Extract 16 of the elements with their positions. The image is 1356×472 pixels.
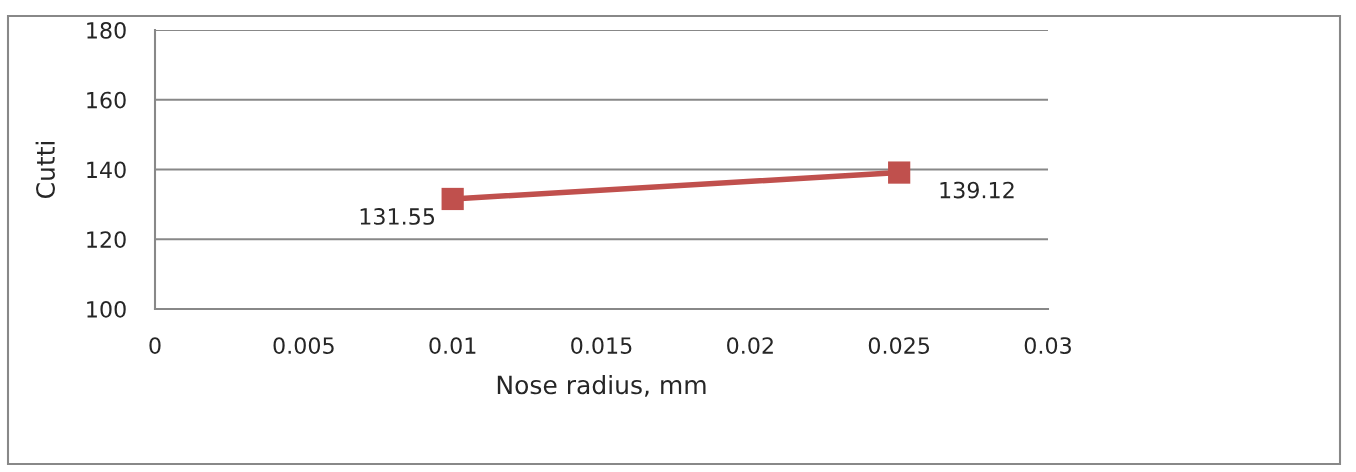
x-tick-label: 0.02 bbox=[727, 337, 773, 354]
x-tick-label: 0 bbox=[149, 337, 161, 354]
y-tick-label: 140 bbox=[87, 161, 126, 179]
x-tick-label: 0.025 bbox=[868, 337, 930, 354]
y-tick-label: 100 bbox=[87, 300, 126, 318]
y-tick-label: 120 bbox=[87, 231, 126, 249]
x-tick-label: 0.015 bbox=[571, 337, 632, 354]
x-tick-label: 0.005 bbox=[273, 337, 334, 354]
x-axis-title: Nose radius, mm bbox=[497, 374, 706, 397]
data-label: 139.12 bbox=[940, 181, 1014, 199]
y-axis-title: Cutti bbox=[35, 141, 55, 199]
x-tick-label: 0.03 bbox=[1024, 337, 1071, 354]
data-label: 131.55 bbox=[360, 208, 435, 225]
x-tick-label: 0.01 bbox=[429, 337, 476, 354]
y-tick-label: 180 bbox=[87, 21, 126, 39]
y-tick-label: 160 bbox=[87, 91, 126, 109]
